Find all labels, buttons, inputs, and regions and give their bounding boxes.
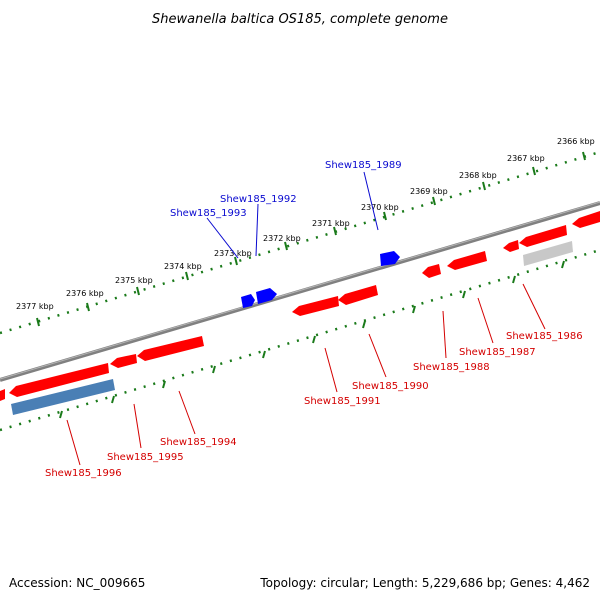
scale-tick-2368 [482,181,486,191]
gene-shew185-1996[interactable] [11,379,115,415]
scale-tick-2374 [185,271,189,281]
gene-shew185-1990[interactable] [338,285,378,305]
scale-tick [111,395,115,404]
scale-tick [561,260,565,269]
scale-label: 2368 kbp [459,171,497,180]
gene-label-shew185-1990[interactable]: Shew185_1990 [352,381,429,392]
scale-tick [162,380,166,389]
scale-tick-2375 [136,286,140,296]
leader-line [477,297,494,344]
gene-shew185-1992[interactable] [256,288,277,304]
scale-label: 2377 kbp [16,302,54,311]
genome-backbone-highlight [0,201,600,380]
scale-tick-2377 [36,317,40,327]
scale-tick [512,275,516,284]
gene-label-shew185-1991[interactable]: Shew185_1991 [304,396,381,407]
upper-scale-track [0,150,600,335]
scale-tick-2372 [284,241,288,251]
gene-shew185-1986[interactable] [523,241,573,266]
scale-tick [212,365,216,374]
gene-label-shew185-1993[interactable]: Shew185_1993 [170,208,247,219]
scale-tick-2371 [333,226,337,236]
scale-label: 2367 kbp [507,154,545,163]
leader-line [178,390,196,435]
scale-tick-2367 [532,166,536,176]
gene-label-shew185-1986[interactable]: Shew185_1986 [506,331,583,342]
scale-tick-2366 [582,151,586,161]
scale-tick [362,320,366,329]
gene-red[interactable] [110,354,137,368]
scale-label: 2372 kbp [263,234,301,243]
lower-scale-track [0,248,600,432]
scale-tick [462,290,466,299]
leader-line [363,171,379,231]
gene-label-shew185-1996[interactable]: Shew185_1996 [45,468,122,479]
gene-shew185-1987[interactable] [447,251,487,270]
gene-label-shew185-1995[interactable]: Shew185_1995 [107,452,184,463]
scale-label: 2376 kbp [66,289,104,298]
leader-line [324,347,338,393]
scale-label: 2373 kbp [214,249,252,258]
reverse-label-leaders [66,283,546,466]
scale-tick [262,350,266,359]
gene-red[interactable] [137,336,204,361]
scale-tick-2373 [234,256,238,266]
forward-genes [241,251,400,308]
gene-label-shew185-1987[interactable]: Shew185_1987 [459,347,536,358]
gene-red[interactable] [9,363,109,397]
leader-line [368,333,387,378]
scale-tick-2369 [432,196,436,206]
scale-tick [59,410,63,419]
genome-summary-text: Topology: circular; Length: 5,229,686 bp… [259,576,590,590]
gene-red[interactable] [519,225,567,247]
leader-line [133,403,142,449]
scale-label: 2366 kbp [557,137,595,146]
scale-tick-2376 [86,302,90,312]
leader-line [255,203,259,257]
gene-edge-left[interactable] [0,389,5,401]
accession-text: Accession: NC_009665 [9,576,145,590]
scale-label: 2369 kbp [410,187,448,196]
scale-label: 2375 kbp [115,276,153,285]
gene-label-shew185-1989[interactable]: Shew185_1989 [325,160,402,171]
genome-backbone [0,201,600,382]
gene-shew185-1988[interactable] [422,264,441,278]
scale-tick [412,305,416,314]
gene-label-shew185-1992[interactable]: Shew185_1992 [220,194,297,205]
leader-line [66,419,81,466]
map-title: Shewanella baltica OS185, complete genom… [152,12,448,27]
scale-label: 2374 kbp [164,262,202,271]
scale-tick [312,335,316,344]
leader-line [442,310,447,359]
gene-shew185-1989[interactable] [380,251,400,266]
scale-label: 2370 kbp [361,203,399,212]
scale-tick-2370 [383,211,387,221]
gene-red[interactable] [503,240,519,252]
gene-label-shew185-1988[interactable]: Shew185_1988 [413,362,490,373]
gene-label-shew185-1994[interactable]: Shew185_1994 [160,437,237,448]
forward-label-leaders [206,171,379,259]
gene-edge-right[interactable] [572,211,600,228]
gene-shew185-1993[interactable] [241,294,255,308]
reverse-genes [0,211,600,401]
leader-line [522,283,546,330]
scale-label: 2371 kbp [312,219,350,228]
gene-shew185-1991[interactable] [292,296,339,316]
leader-line [206,217,239,259]
